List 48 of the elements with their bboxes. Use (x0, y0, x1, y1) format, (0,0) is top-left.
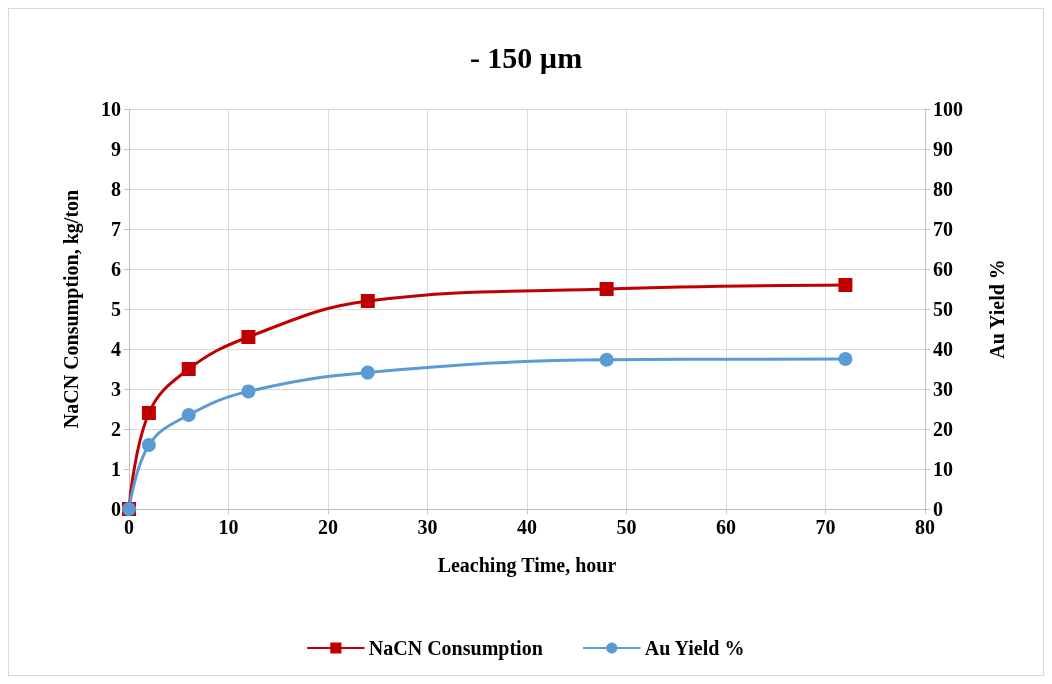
y-tick-label: 0 (111, 498, 121, 520)
legend-label: Au Yield % (644, 637, 745, 659)
legend-label: NaCN Consumption (368, 637, 543, 660)
y2-tick-label: 80 (933, 178, 953, 200)
point (599, 282, 614, 296)
x-tick-label: 20 (318, 516, 338, 538)
x-tick-label: 50 (616, 516, 637, 538)
x-tick-label: 10 (218, 516, 239, 538)
y-axis-title: NaCN Consumption, kg/ton (60, 189, 83, 429)
y2-tick-label: 40 (933, 338, 953, 360)
y2-tick-label: 70 (933, 218, 953, 240)
point (838, 352, 853, 366)
y-tick-label: 4 (111, 338, 121, 360)
x-tick-label: 80 (915, 516, 935, 538)
y-tick-label: 7 (111, 218, 121, 240)
point (360, 294, 375, 308)
y-tick-label: 8 (111, 178, 121, 200)
x-axis-title: Leaching Time, hour (437, 554, 617, 577)
y-tick-label: 10 (101, 98, 121, 120)
y-tick-label: 1 (111, 458, 121, 480)
y-tick-label: 5 (111, 298, 121, 320)
y2-tick-label: 90 (933, 138, 953, 160)
y2-tick-label: 50 (933, 298, 953, 320)
point (241, 330, 256, 344)
y2-tick-label: 10 (933, 458, 953, 480)
y2-tick-label: 0 (933, 498, 943, 520)
y-tick-label: 3 (111, 378, 121, 400)
y2-tick-label: 20 (933, 418, 953, 440)
y-tick-label: 2 (111, 418, 121, 440)
y2-tick-label: 100 (933, 98, 963, 120)
point (838, 278, 853, 292)
point (181, 362, 196, 376)
point (141, 438, 156, 452)
point (141, 406, 156, 420)
point (181, 408, 196, 422)
x-tick-label: 30 (417, 516, 438, 538)
y-tick-label: 9 (111, 138, 121, 160)
y-tick-label: 6 (111, 258, 121, 280)
point (360, 365, 375, 380)
y2-tick-label: 30 (933, 378, 953, 400)
y2-axis-title: Au Yield % (986, 259, 1008, 359)
x-tick-label: 70 (815, 516, 836, 538)
point (241, 384, 256, 399)
x-tick-label: 40 (517, 516, 537, 538)
y2-tick-label: 60 (933, 258, 953, 280)
chart-title: - 150 µm (469, 40, 583, 74)
x-tick-label: 60 (716, 516, 736, 538)
point (599, 352, 614, 367)
